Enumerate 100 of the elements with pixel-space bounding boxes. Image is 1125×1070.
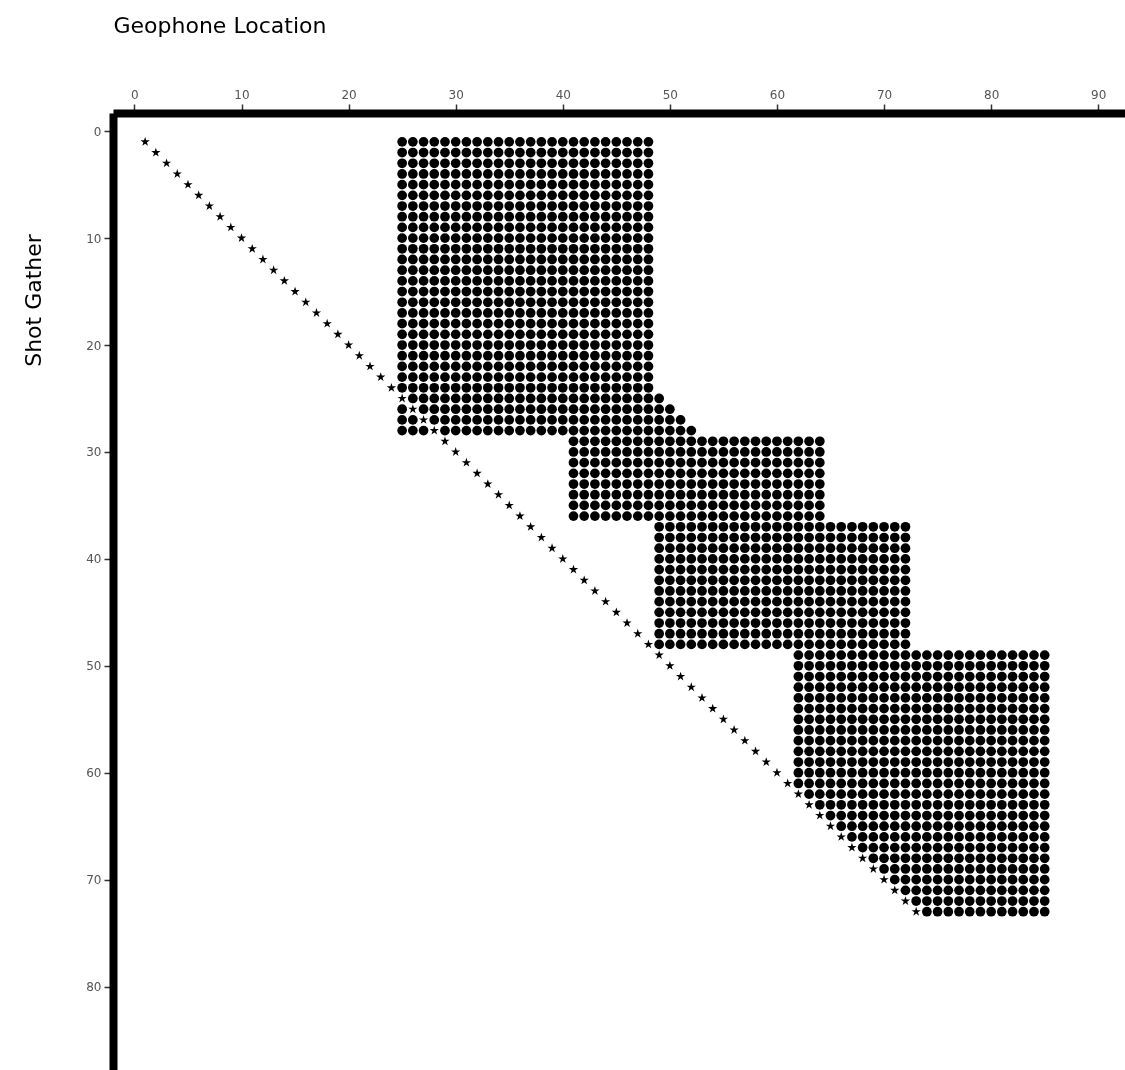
point (547, 340, 557, 350)
point (568, 179, 579, 190)
point (761, 575, 772, 586)
point (590, 393, 600, 404)
point (472, 201, 482, 211)
point (515, 297, 525, 308)
point (836, 650, 847, 660)
point (707, 607, 718, 618)
point (622, 457, 632, 468)
point (643, 308, 654, 318)
point (911, 853, 922, 864)
point (397, 329, 408, 340)
y-tick-label: 60 (86, 766, 102, 781)
point (664, 564, 675, 575)
point (547, 329, 557, 340)
point (440, 211, 450, 222)
point (975, 799, 986, 810)
point (675, 521, 686, 532)
point (986, 682, 997, 693)
point (482, 233, 493, 243)
point (814, 521, 825, 532)
point (482, 254, 493, 265)
point (472, 265, 482, 276)
point (515, 265, 525, 276)
point (407, 318, 418, 329)
point (418, 211, 429, 222)
point (664, 457, 675, 468)
point (922, 671, 932, 682)
point (547, 297, 557, 308)
point (600, 479, 611, 489)
point (1007, 767, 1018, 778)
point (643, 468, 654, 479)
point (440, 265, 450, 276)
point (1018, 896, 1029, 906)
point (729, 468, 739, 479)
point (418, 147, 429, 158)
point (825, 618, 836, 628)
point (547, 425, 557, 436)
point (632, 137, 643, 147)
point (418, 318, 429, 329)
point (793, 757, 804, 767)
point (600, 382, 611, 393)
point (622, 436, 632, 447)
point (568, 447, 579, 457)
point (515, 425, 525, 436)
point (461, 318, 472, 329)
point (750, 639, 761, 650)
point (622, 297, 632, 308)
point (664, 500, 675, 511)
point (868, 810, 879, 821)
point (922, 799, 932, 810)
point (900, 885, 911, 896)
point (729, 457, 739, 468)
point (590, 500, 600, 511)
point (579, 511, 590, 521)
point (632, 179, 643, 190)
point (632, 500, 643, 511)
point (525, 297, 536, 308)
point (889, 607, 900, 618)
point (579, 308, 590, 318)
point (857, 596, 868, 607)
point (515, 404, 525, 415)
point (986, 778, 997, 789)
point (579, 190, 590, 201)
point (504, 265, 515, 276)
point (782, 628, 793, 639)
point (900, 842, 911, 853)
point (814, 778, 825, 789)
point (418, 308, 429, 318)
point (814, 693, 825, 703)
point (557, 211, 568, 222)
point (943, 810, 954, 821)
point (472, 382, 482, 393)
point (568, 286, 579, 297)
point (482, 361, 493, 372)
point (557, 297, 568, 308)
point (707, 511, 718, 521)
point (515, 361, 525, 372)
point (461, 169, 472, 179)
point (772, 447, 782, 457)
point (568, 222, 579, 233)
point (590, 276, 600, 286)
point (697, 575, 707, 586)
point (407, 382, 418, 393)
point (515, 393, 525, 404)
point (611, 179, 622, 190)
point (718, 628, 729, 639)
point (450, 222, 461, 233)
point (579, 233, 590, 243)
point (440, 340, 450, 350)
point (1018, 810, 1029, 821)
point (761, 628, 772, 639)
point (911, 746, 922, 757)
point (804, 789, 814, 799)
point (418, 404, 429, 415)
point (697, 500, 707, 511)
point (450, 211, 461, 222)
point (889, 671, 900, 682)
point (825, 778, 836, 789)
point (397, 179, 408, 190)
